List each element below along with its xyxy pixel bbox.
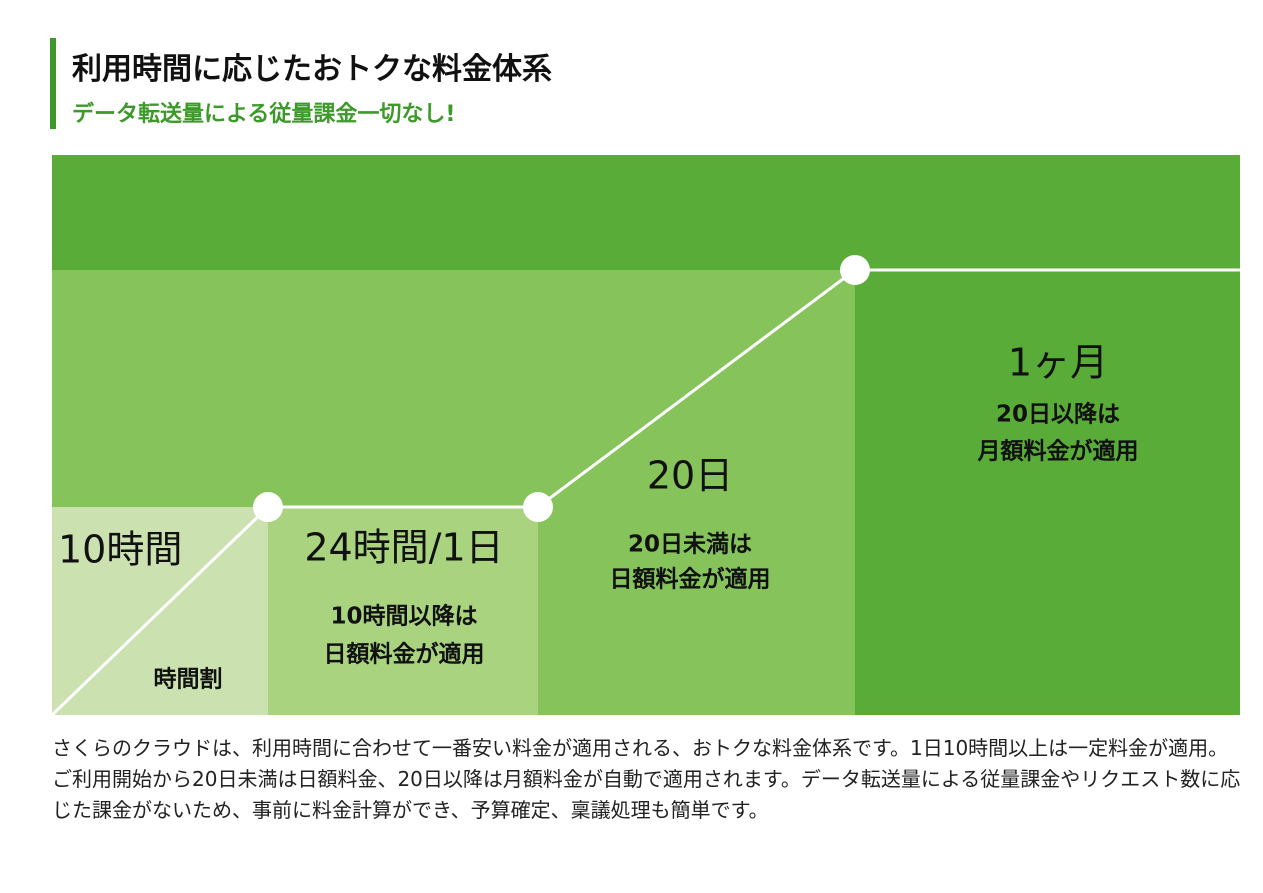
stage-title: 1ヶ月 xyxy=(1008,341,1108,385)
stage-note: 日額料金が適用 xyxy=(610,566,771,593)
accent-bar xyxy=(50,38,56,129)
stage-note: 時間割 xyxy=(154,667,223,693)
stage-title: 10時間 xyxy=(58,528,182,572)
stage-note: 月額料金が適用 xyxy=(977,438,1139,465)
point xyxy=(523,492,553,522)
stage-note: 10時間以降は xyxy=(330,603,477,630)
stage-note: 20日未満は xyxy=(628,532,752,558)
point xyxy=(840,255,870,285)
stage-note: 日額料金が適用 xyxy=(324,641,485,668)
stage-note: 20日以降は xyxy=(996,401,1120,428)
point xyxy=(253,492,283,522)
stage-title: 24時間/1日 xyxy=(304,526,503,570)
title: 利用時間に応じたおトクな料金体系 xyxy=(72,52,552,87)
stage-title: 20日 xyxy=(647,454,733,498)
subtitle: データ転送量による従量課金一切なし! xyxy=(72,102,456,127)
description: さくらのクラウドは、利用時間に合わせて一番安い料金が適用される、おトクな料金体系… xyxy=(52,736,1241,822)
